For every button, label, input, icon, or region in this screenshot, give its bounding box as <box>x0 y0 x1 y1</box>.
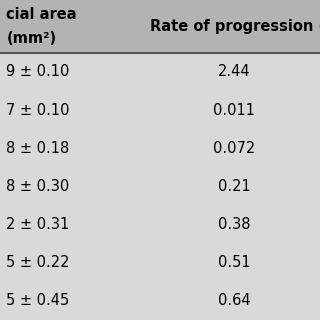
Text: 2.44: 2.44 <box>218 64 250 79</box>
Bar <box>0 244 320 282</box>
Text: 0.38: 0.38 <box>218 217 250 232</box>
Text: 0.21: 0.21 <box>218 179 250 194</box>
Text: 0.072: 0.072 <box>213 141 255 156</box>
Text: 5 ± 0.22: 5 ± 0.22 <box>6 255 70 270</box>
Bar <box>0 282 320 320</box>
Text: 8 ± 0.30: 8 ± 0.30 <box>6 179 70 194</box>
Text: (mm²): (mm²) <box>6 30 57 45</box>
Text: 5 ± 0.45: 5 ± 0.45 <box>6 293 70 308</box>
Text: 9 ± 0.10: 9 ± 0.10 <box>6 64 70 79</box>
Text: 0.011: 0.011 <box>213 102 255 117</box>
Text: 8 ± 0.18: 8 ± 0.18 <box>6 141 70 156</box>
Bar <box>0 205 320 244</box>
Bar <box>0 167 320 205</box>
Text: cial area: cial area <box>6 7 77 22</box>
Text: Rate of progression (m: Rate of progression (m <box>150 19 320 34</box>
Text: 2 ± 0.31: 2 ± 0.31 <box>6 217 70 232</box>
Bar <box>0 129 320 167</box>
Text: 0.51: 0.51 <box>218 255 250 270</box>
Text: 7 ± 0.10: 7 ± 0.10 <box>6 102 70 117</box>
Bar <box>0 91 320 129</box>
Text: 0.64: 0.64 <box>218 293 250 308</box>
Bar <box>0 0 320 53</box>
Bar <box>0 53 320 91</box>
